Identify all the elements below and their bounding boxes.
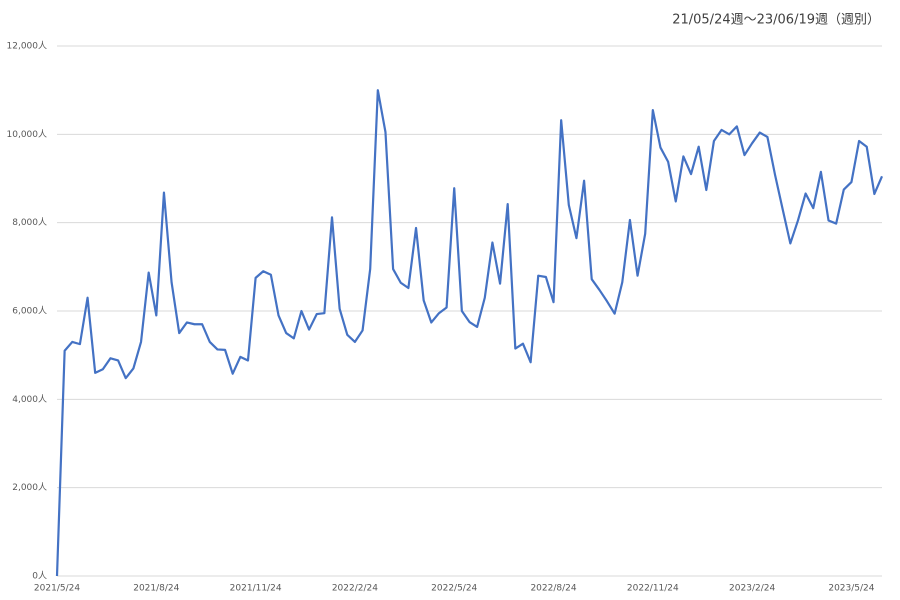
x-tick-label: 2021/5/24 [34,584,80,594]
line-series [55,89,884,577]
x-tick-label: 2021/11/24 [230,584,282,594]
y-tick-label: 4,000人 [12,394,47,405]
x-tick-label: 2021/8/24 [133,584,179,594]
x-tick-label: 2023/5/24 [828,584,874,594]
y-tick-label: 6,000人 [12,306,47,317]
x-tick-label: 2022/8/24 [530,584,576,594]
x-tick-label: 2022/2/24 [332,584,378,594]
chart-title: 21/05/24週～23/06/19週（週別） [672,13,880,28]
x-tick-label: 2022/5/24 [431,584,477,594]
x-tick-label: 2023/2/24 [729,584,775,594]
y-tick-label: 10,000人 [7,129,48,140]
y-tick-label: 2,000人 [12,482,47,493]
y-tick-label: 12,000人 [7,41,48,52]
y-tick-label: 0人 [32,571,47,582]
x-tick-label: 2022/11/24 [627,584,679,594]
y-tick-label: 8,000人 [12,217,47,228]
